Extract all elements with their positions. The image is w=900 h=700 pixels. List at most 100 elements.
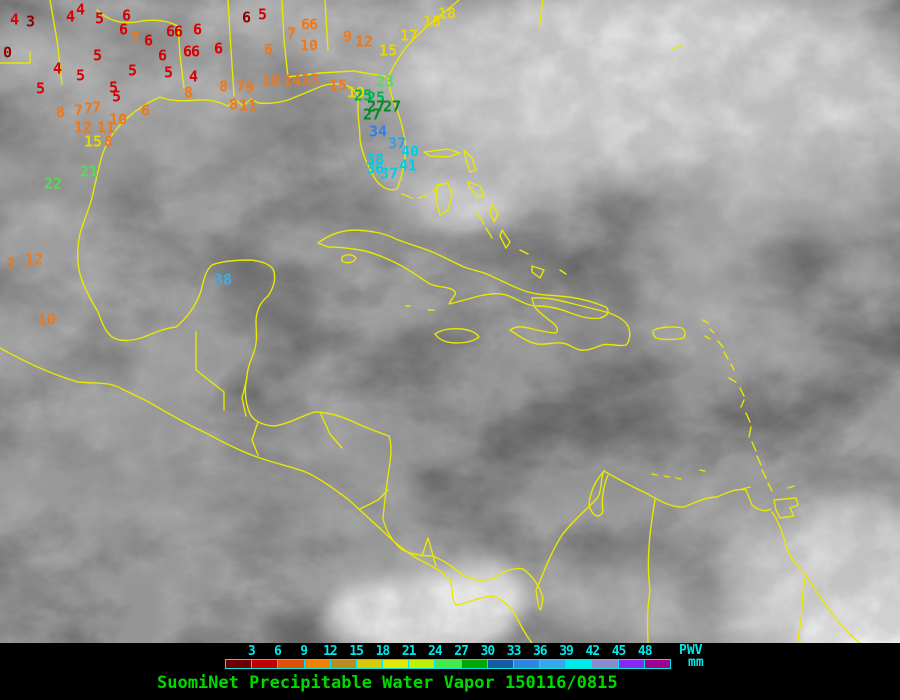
station-value: 5 xyxy=(112,88,121,106)
isla-juventud xyxy=(341,254,357,264)
station-value: 6 xyxy=(264,41,273,59)
colorbar-tick-label: 33 xyxy=(506,644,522,659)
coastline-puerto-rico xyxy=(652,326,686,341)
colorbar-segment xyxy=(304,660,331,668)
colorbar-tick-label: 30 xyxy=(480,644,496,659)
station-value: 6 xyxy=(183,43,192,61)
station-value: 12 xyxy=(355,33,373,51)
station-value: 10 xyxy=(262,72,280,90)
colorbar-tick-label: 42 xyxy=(585,644,600,659)
station-value: 7 xyxy=(287,25,296,43)
station-value: 8 xyxy=(229,96,238,114)
station-value: 6 xyxy=(174,23,183,41)
station-value: 6 xyxy=(193,21,202,39)
colorbar-tick-label: 9 xyxy=(300,644,308,659)
colorbar-tick-label: 45 xyxy=(611,644,627,659)
colorbar-tick-label: 39 xyxy=(559,644,574,659)
station-value: 37 xyxy=(380,165,398,183)
station-value: 19 xyxy=(347,84,365,102)
colorbar-tick-label: 36 xyxy=(532,644,548,659)
station-value: 5 xyxy=(109,79,118,97)
station-value: 36 xyxy=(366,160,384,178)
colorbar xyxy=(225,659,671,669)
station-value: 6 xyxy=(309,16,318,34)
coastline-hispaniola xyxy=(509,297,631,351)
station-value: 3 xyxy=(26,13,35,31)
border-fl-ga xyxy=(287,70,389,78)
station-value: 4 xyxy=(10,11,19,29)
coastline-texas-mexico xyxy=(77,96,177,342)
station-value: 5 xyxy=(93,47,102,65)
station-value: 18 xyxy=(423,13,441,31)
station-value: 41 xyxy=(399,157,417,175)
satellite-map: 4 3 4 4 5 6 6 7 6 6 6 6 6 5 7 0 5 6 6 6 6 6 4 5 5 5 4 5 5 5 8 8 7 9 10 14 8 7… xyxy=(0,0,900,643)
coastline-nicaragua-panama-caribbean xyxy=(382,435,605,611)
station-value: 21 xyxy=(80,163,98,181)
colorbar-segment xyxy=(356,660,384,668)
station-value: 10 xyxy=(109,111,127,129)
station-value: 27 xyxy=(367,98,385,116)
colorbar-tick-label: 21 xyxy=(401,644,417,659)
colorbar-tick-label: 15 xyxy=(349,644,364,659)
station-value: 4 xyxy=(76,1,85,19)
station-value: 38 xyxy=(366,151,384,169)
colorbar-tick-label: 12 xyxy=(323,644,338,659)
stations-layer: 4 3 4 4 5 66 7 6 66 66 570 5 6 66 6 64 5 5 5 45 55 8 8 7 9 10 148 7… xyxy=(3,1,456,329)
colorbar-segment xyxy=(461,660,488,668)
central-america-borders xyxy=(195,331,437,567)
legend-panel: 3 6 9 12 15 18 21 24 27 30 33 36 39 42 45 48 PWV mm Suo… xyxy=(0,643,900,700)
station-value: 6 xyxy=(214,40,223,58)
station-value: 25 xyxy=(354,87,372,105)
station-value: 5 xyxy=(76,67,85,85)
station-value: 5 xyxy=(258,6,267,24)
lesser-antilles xyxy=(651,319,799,519)
station-value: 27 xyxy=(383,98,401,116)
colorbar-segment xyxy=(252,660,279,668)
colorbar-segment xyxy=(592,660,619,668)
station-value: 6 xyxy=(242,9,251,27)
station-value: 40 xyxy=(401,143,419,161)
border-ms-al xyxy=(227,0,235,97)
station-value: 11 xyxy=(97,119,115,137)
unit-label: mm xyxy=(688,655,704,670)
station-value: 8 xyxy=(184,84,193,102)
cayman-islands xyxy=(405,305,435,311)
border-tx-nm xyxy=(49,0,63,85)
colorbar-tick-label: 24 xyxy=(428,644,443,659)
station-value: 22 xyxy=(44,175,62,193)
station-value: 12 xyxy=(25,251,43,269)
border-ga-sc xyxy=(538,0,544,29)
border-south-america-1 xyxy=(646,499,656,643)
border-maracaibo xyxy=(588,470,609,517)
colorbar-segment xyxy=(409,660,436,668)
station-value: 38 xyxy=(214,271,232,289)
colorbar-segment xyxy=(618,660,645,668)
colorbar-segment xyxy=(383,660,410,668)
station-value: 7 xyxy=(84,100,93,118)
colorbar-tick-label: 3 xyxy=(247,644,256,659)
station-value: 15 xyxy=(84,133,102,151)
product-title: SuomiNet Precipitable Water Vapor 150116… xyxy=(157,673,618,693)
station-value: 4 xyxy=(189,68,198,86)
colorbar-tick-label: 48 xyxy=(637,644,653,659)
station-value: 7 xyxy=(131,29,140,47)
station-value: 7 xyxy=(92,99,101,117)
station-value: 14 xyxy=(283,72,301,90)
coastline-belize-honduras xyxy=(244,376,390,437)
station-value: 5 xyxy=(36,80,45,98)
station-value: 8 xyxy=(56,104,65,122)
coastline-yucatan xyxy=(175,259,276,378)
station-value: 6 xyxy=(158,47,167,65)
station-value: 23 xyxy=(376,73,394,91)
station-value: 0 xyxy=(3,44,12,62)
bahamas xyxy=(423,148,567,279)
colorbar-segment xyxy=(513,660,541,668)
bermuda xyxy=(671,44,683,50)
colorbar-segment xyxy=(644,660,670,668)
colorbar-segment xyxy=(278,660,305,668)
station-value: 5 xyxy=(128,62,137,80)
station-value: 10 xyxy=(300,37,318,55)
satellite-map-svg: 4 3 4 4 5 66 7 6 66 66 570 5 6 66 6 64 5 5 5 45 55 8 8 7 9 10 148 7… xyxy=(0,0,900,643)
station-value: 9 xyxy=(245,79,254,97)
